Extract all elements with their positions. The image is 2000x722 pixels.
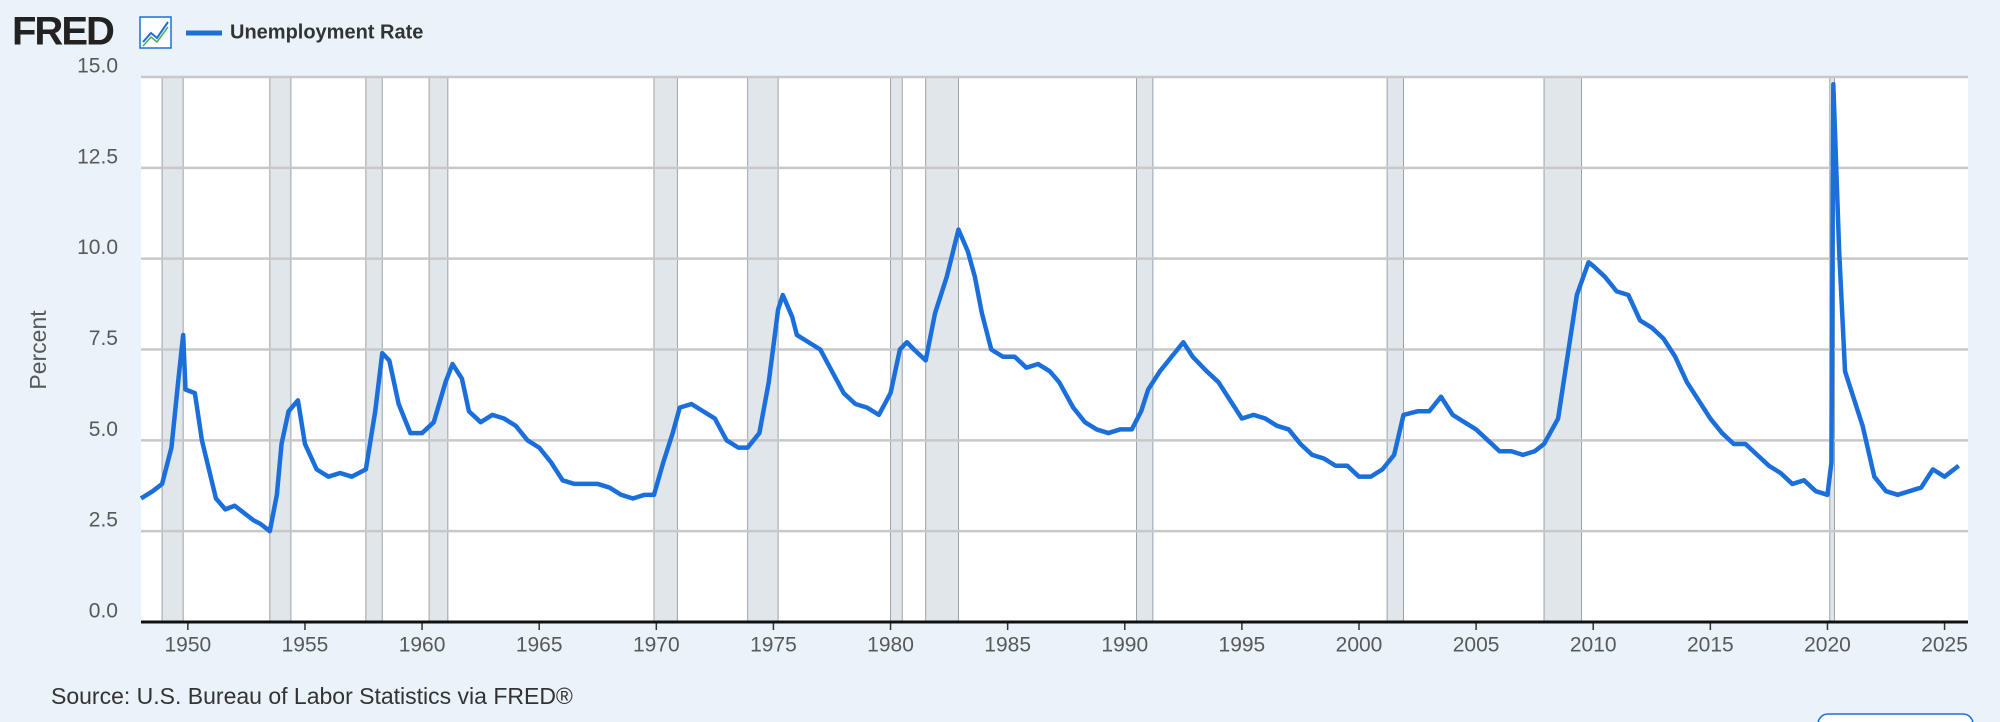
- y-tick-label: 0.0: [89, 600, 118, 623]
- y-tick-label: 5.0: [89, 418, 118, 441]
- x-tick-label: 1960: [399, 634, 446, 657]
- x-tick-label: 1965: [516, 634, 563, 657]
- x-tick-label: 1955: [282, 634, 329, 657]
- y-tick-label: 7.5: [89, 327, 118, 350]
- x-tick-label: 1990: [1101, 634, 1148, 657]
- x-tick-label: 2005: [1453, 634, 1500, 657]
- x-tick-label: 1980: [867, 634, 914, 657]
- y-tick-label: 12.5: [77, 145, 118, 168]
- logo: FRED: [12, 10, 114, 54]
- y-axis-label: Percent: [25, 310, 51, 390]
- chart-icon-line: [142, 26, 169, 47]
- chart-icon-line: [142, 21, 169, 43]
- x-tick-label: 2010: [1570, 634, 1617, 657]
- x-tick-label: 1975: [750, 634, 797, 657]
- x-tick-label: 2000: [1336, 634, 1383, 657]
- x-tick-label: 1970: [633, 634, 680, 657]
- x-tick-label: 1985: [984, 634, 1031, 657]
- button[interactable]: [1817, 713, 1974, 722]
- y-tick-label: 15.0: [77, 55, 118, 78]
- source: Source: U.S. Bureau of Labor Statistics …: [51, 683, 573, 709]
- data-line: [139, 82, 1961, 534]
- x-tick-label: 1950: [164, 634, 211, 657]
- x-tick-label: 2020: [1804, 634, 1851, 657]
- y-tick-label: 2.5: [89, 509, 118, 532]
- legend-label: Unemployment Rate: [230, 21, 423, 43]
- x-tick-label: 1995: [1219, 634, 1266, 657]
- x-tick-label: 2025: [1921, 634, 1968, 657]
- y-tick-label: 10.0: [77, 236, 118, 259]
- x-tick-label: 2015: [1687, 634, 1734, 657]
